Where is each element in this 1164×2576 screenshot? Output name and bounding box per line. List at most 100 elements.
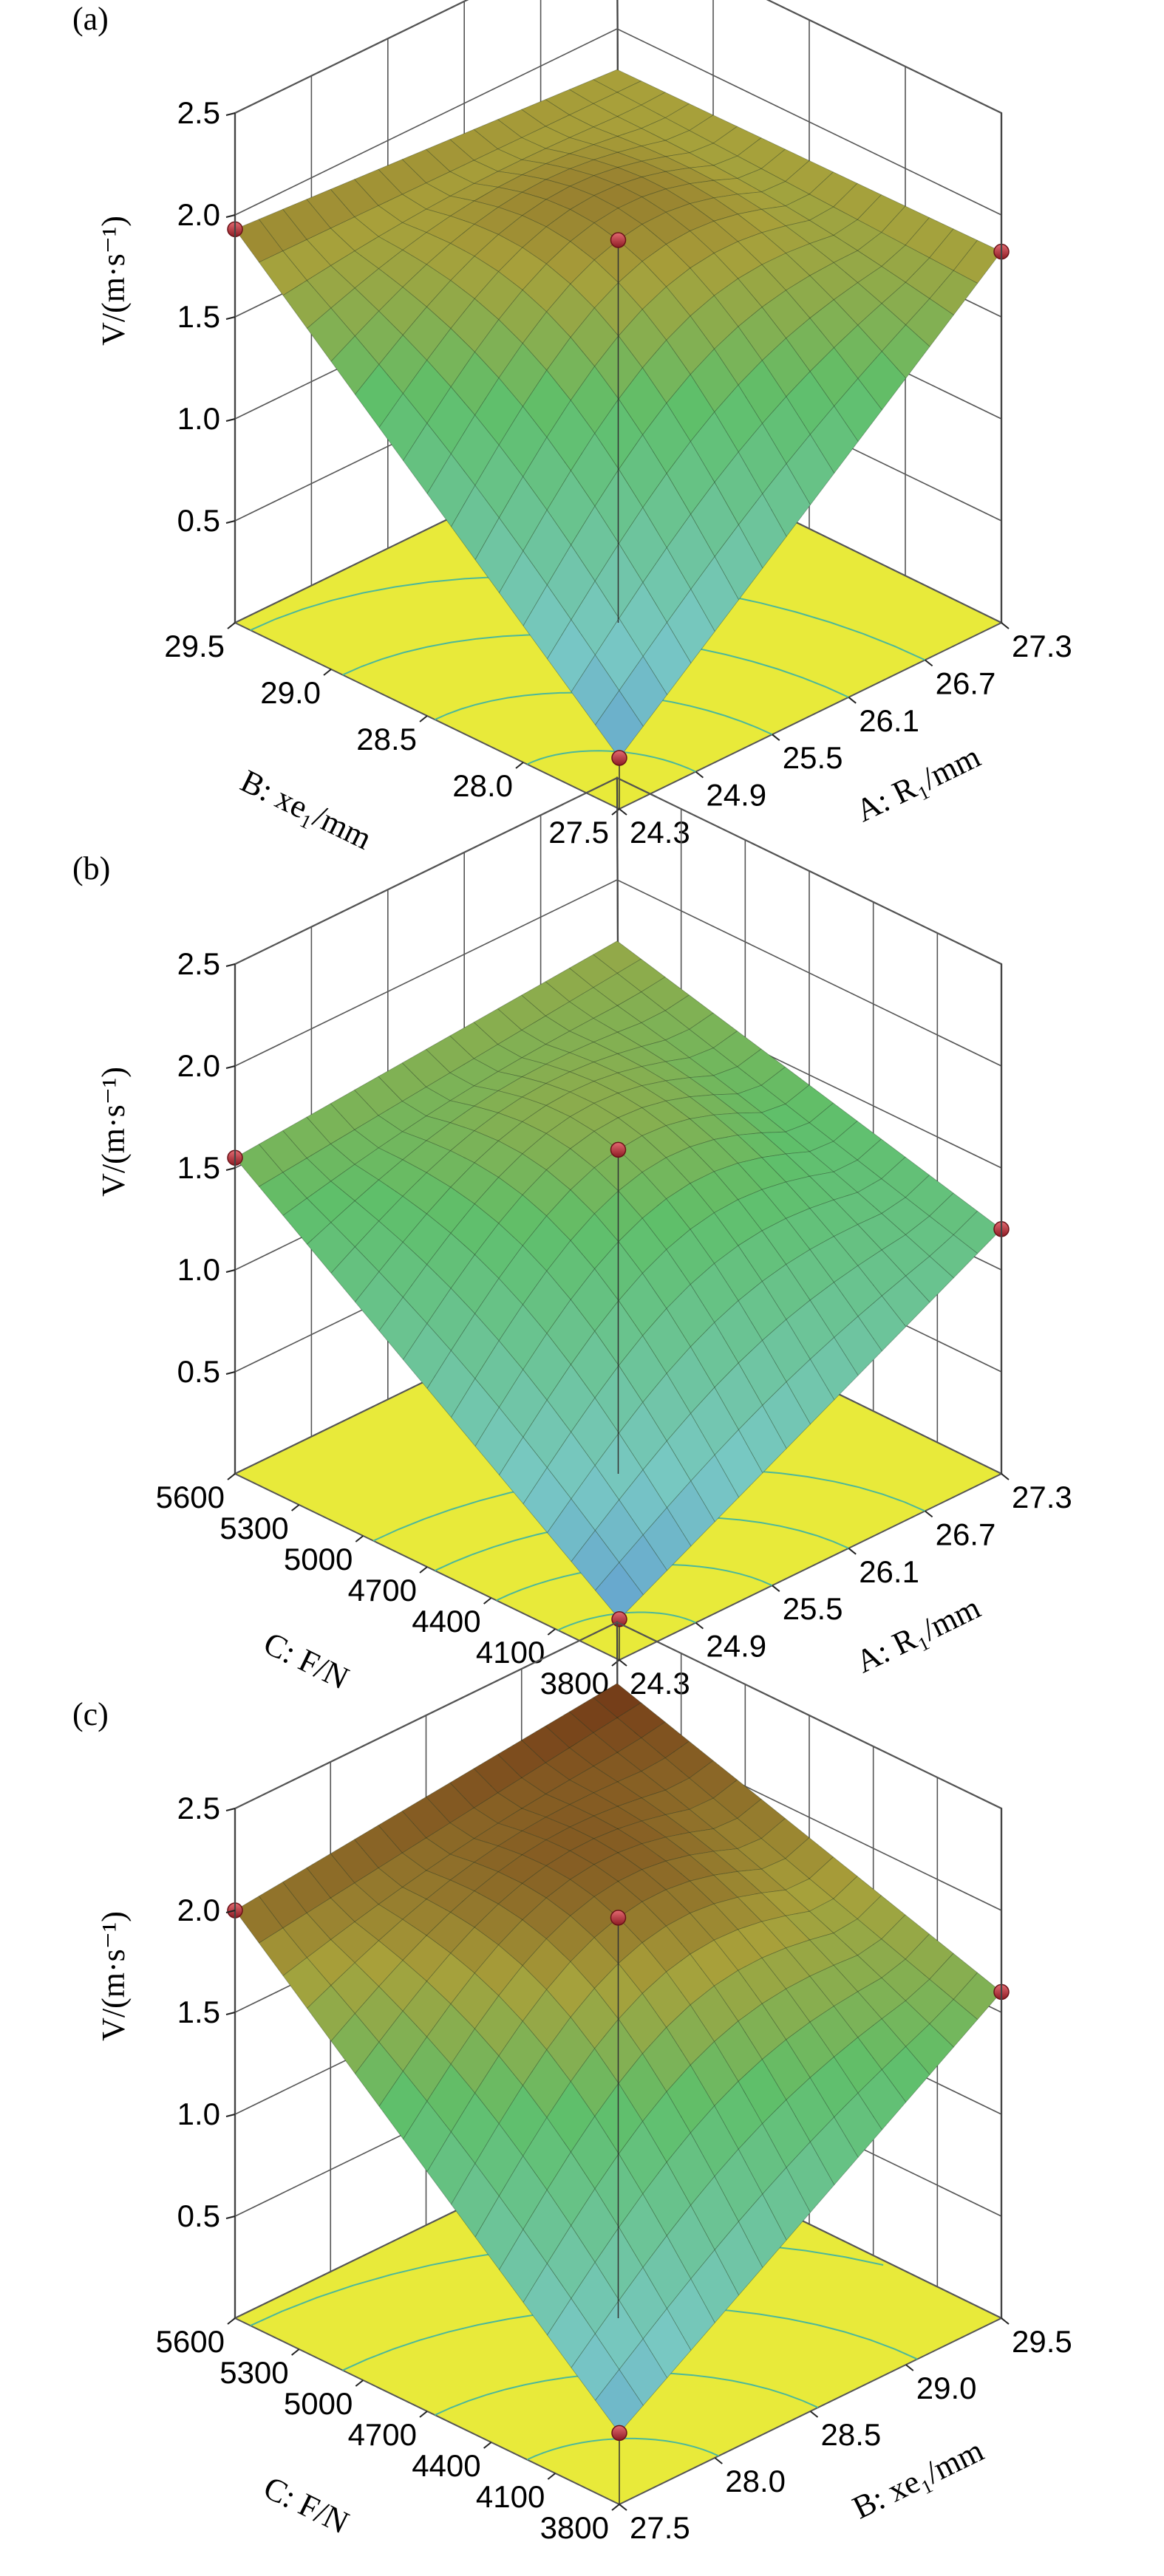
x-tick-mark — [695, 1623, 703, 1629]
y-tick-label: 5600 — [156, 1480, 225, 1514]
z-tick-label: 2.0 — [177, 197, 220, 232]
z-tick-label: 1.5 — [177, 299, 220, 334]
z-tick-label: 1.5 — [177, 1995, 220, 2029]
y-tick-label: 4100 — [476, 2479, 545, 2514]
y-tick-mark — [484, 1598, 491, 1604]
z-tick-label: 2.0 — [177, 1048, 220, 1083]
design-point — [611, 1142, 626, 1157]
x-tick-mark — [772, 1585, 780, 1591]
z-tick-mark — [226, 964, 235, 966]
x-tick-label: 26.7 — [936, 666, 996, 700]
x-tick-mark — [695, 772, 703, 778]
z-tick-mark — [226, 2216, 235, 2218]
y-tick-mark — [292, 1505, 299, 1511]
x-tick-label: 29.0 — [916, 2371, 977, 2405]
y-tick-mark — [612, 809, 619, 815]
x-tick-label: 24.9 — [706, 1629, 766, 1664]
y-tick-label: 4100 — [476, 1635, 545, 1670]
x-tick-mark — [772, 734, 780, 740]
x-tick-mark — [715, 2458, 722, 2464]
y-tick-label: 3800 — [540, 2510, 609, 2545]
z-tick-label: 0.5 — [177, 1354, 220, 1389]
x-tick-label: 25.5 — [783, 1591, 843, 1626]
y-tick-label: 5000 — [284, 1542, 353, 1576]
y-tick-label: 5300 — [219, 1511, 288, 1545]
x-tick-mark — [619, 2504, 627, 2510]
panel-label: (c) — [72, 1696, 109, 1732]
x-axis-label: A: R₁/mm — [850, 1589, 986, 1680]
x-tick-label: 27.3 — [1012, 629, 1072, 663]
y-tick-mark — [548, 1629, 555, 1635]
z-tick-label: 2.0 — [177, 1893, 220, 1927]
x-tick-mark — [619, 809, 627, 815]
y-tick-mark — [420, 1567, 427, 1573]
z-tick-mark — [226, 1066, 235, 1068]
x-tick-mark — [811, 2411, 818, 2417]
y-tick-mark — [612, 2504, 619, 2510]
y-tick-label: 27.5 — [548, 815, 609, 850]
x-tick-mark — [848, 697, 856, 703]
panel-label: (b) — [72, 850, 110, 886]
z-tick-label: 0.5 — [177, 2199, 220, 2233]
y-tick-label: 5600 — [156, 2324, 225, 2359]
z-tick-mark — [226, 317, 235, 319]
x-tick-label: 25.5 — [783, 740, 843, 775]
z-tick-mark — [226, 215, 235, 217]
design-point — [612, 751, 627, 765]
z-tick-label: 1.0 — [177, 1252, 220, 1287]
y-tick-mark — [228, 623, 235, 629]
y-tick-mark — [355, 1536, 363, 1542]
x-tick-mark — [848, 1548, 856, 1554]
z-tick-mark — [226, 1372, 235, 1374]
z-tick-label: 1.5 — [177, 1150, 220, 1185]
x-tick-mark — [1001, 2318, 1009, 2324]
y-tick-label: 4400 — [412, 2448, 480, 2483]
z-tick-mark — [226, 419, 235, 421]
z-tick-label: 2.5 — [177, 946, 220, 981]
y-tick-label: 29.5 — [164, 629, 225, 663]
y-axis-label: C: F/N — [258, 2469, 354, 2541]
x-tick-label: 27.5 — [630, 2510, 690, 2545]
z-tick-mark — [226, 113, 235, 115]
z-axis-label: V/(m·s⁻¹) — [95, 216, 132, 346]
x-tick-label: 27.3 — [1012, 1480, 1072, 1514]
x-tick-mark — [925, 660, 933, 666]
y-tick-label: 4700 — [348, 2417, 417, 2452]
z-tick-mark — [226, 2114, 235, 2117]
chart-panel-a: (a) 2.5 2.0 1.5 1.0 0.5 V/(m·s⁻¹) 24.3 24.9 25.5 2… — [72, 0, 1072, 857]
z-axis-label: V/(m·s⁻¹) — [95, 1067, 132, 1197]
chart-panel-b: (b) 2.5 2.0 1.5 1.0 0.5 V/(m·s⁻¹) 24.3 24.9 25.5 2… — [72, 778, 1072, 1701]
z-axis-label: V/(m·s⁻¹) — [95, 1911, 132, 2041]
y-tick-mark — [516, 762, 523, 768]
x-tick-mark — [906, 2365, 913, 2371]
z-tick-mark — [226, 1808, 235, 1811]
panel-label: (a) — [72, 1, 109, 37]
y-tick-label: 28.5 — [356, 722, 417, 756]
z-tick-label: 1.0 — [177, 401, 220, 436]
z-tick-mark — [226, 2012, 235, 2015]
y-tick-mark — [228, 2318, 235, 2324]
x-tick-label: 24.9 — [706, 778, 766, 813]
x-tick-label: 26.1 — [859, 1554, 919, 1589]
x-tick-mark — [1001, 623, 1009, 629]
y-tick-mark — [228, 1474, 235, 1480]
x-tick-label: 29.5 — [1012, 2324, 1072, 2359]
y-axis-label: C: F/N — [258, 1624, 354, 1696]
y-tick-mark — [324, 669, 331, 675]
y-tick-label: 28.0 — [452, 768, 513, 803]
y-tick-mark — [355, 2380, 363, 2386]
z-tick-mark — [226, 1168, 235, 1170]
z-tick-label: 2.5 — [177, 95, 220, 130]
y-axis-label: B: xe₁/mm — [235, 762, 377, 856]
z-tick-mark — [226, 1270, 235, 1272]
z-tick-mark — [226, 521, 235, 523]
x-tick-label: 28.5 — [821, 2417, 882, 2452]
y-tick-mark — [484, 2442, 491, 2448]
y-tick-label: 4700 — [348, 1573, 417, 1608]
y-tick-label: 4400 — [412, 1604, 480, 1639]
y-tick-label: 5000 — [284, 2386, 353, 2421]
x-tick-label: 26.7 — [936, 1517, 996, 1551]
z-tick-label: 0.5 — [177, 503, 220, 538]
y-tick-mark — [612, 1660, 619, 1666]
